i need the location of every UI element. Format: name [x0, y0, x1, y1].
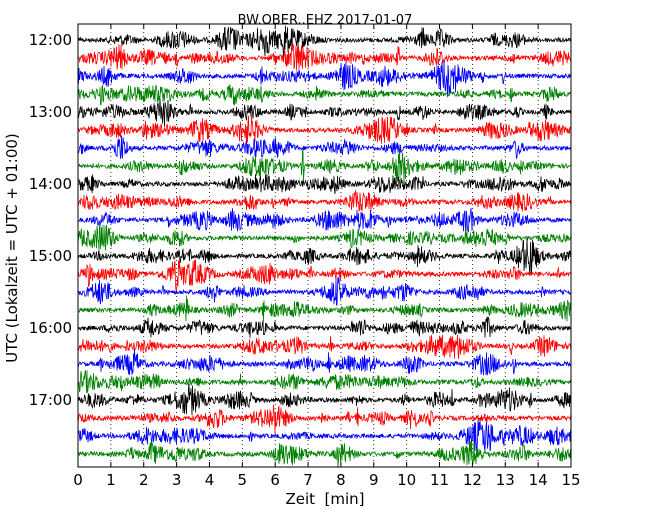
y-tick-label: 17:00	[29, 391, 72, 409]
ticks-layer	[77, 24, 572, 467]
seismogram-trace	[77, 190, 572, 212]
seismogram-trace	[77, 174, 572, 195]
x-tick-label: 7	[303, 471, 313, 489]
seismogram-trace	[77, 207, 572, 233]
seismogram-trace	[77, 404, 572, 434]
seismogram-trace	[77, 149, 572, 182]
x-tick-label: 5	[238, 471, 248, 489]
seismogram-trace	[77, 276, 572, 307]
y-tick-label: 14:00	[29, 175, 72, 193]
seismogram-trace	[77, 60, 572, 97]
x-axis-label: Zeit [min]	[285, 490, 364, 508]
seismogram-trace	[77, 84, 572, 106]
y-tick-label: 13:00	[29, 103, 72, 121]
x-tick-label: 14	[529, 471, 548, 489]
y-tick-label: 15:00	[29, 247, 72, 265]
seismogram-trace	[78, 115, 572, 144]
plot-frame	[77, 23, 572, 468]
seismogram-trace	[77, 236, 571, 276]
x-tick-label: 9	[369, 471, 379, 489]
x-tick-label: 1	[106, 471, 116, 489]
seismogram-trace	[77, 98, 572, 127]
seismogram-trace	[77, 334, 571, 359]
y-tick-labels: 12:00 13:00 14:00 15:00 16:00 17:00	[29, 31, 72, 409]
seismogram-trace	[77, 440, 572, 468]
seismogram-trace	[77, 383, 572, 416]
traces-layer	[77, 25, 572, 468]
x-tick-label: 12	[463, 471, 482, 489]
y-axis-label: UTC (Lokalzeit = UTC + 01:00)	[3, 133, 21, 363]
seismogram-trace	[77, 224, 572, 251]
x-tick-label: 6	[270, 471, 280, 489]
seismogram-trace	[77, 135, 572, 159]
x-tick-label: 15	[561, 471, 580, 489]
x-tick-label: 4	[205, 471, 215, 489]
x-tick-label: 0	[73, 471, 83, 489]
seismogram-trace	[77, 43, 572, 71]
x-tick-label: 8	[336, 471, 346, 489]
y-tick-label: 12:00	[29, 31, 72, 49]
x-tick-label: 10	[397, 471, 416, 489]
seismogram-trace	[77, 369, 572, 393]
chart-title: BW.OBER..EHZ 2017-01-07	[238, 13, 413, 28]
seismogram-trace	[77, 25, 572, 58]
seismogram-trace	[77, 316, 572, 338]
x-tick-label: 3	[172, 471, 182, 489]
x-tick-label: 2	[139, 471, 149, 489]
seismogram-trace	[77, 295, 572, 322]
x-tick-labels: 0 1 2 3 4 5 6 7 8 9 10 11 12 13 14 15	[73, 471, 580, 489]
seismogram-trace	[77, 420, 572, 452]
seismogram-trace	[77, 349, 572, 376]
x-tick-label: 11	[430, 471, 449, 489]
seismogram-trace	[77, 259, 572, 292]
y-tick-label: 16:00	[29, 319, 72, 337]
x-tick-label: 13	[496, 471, 515, 489]
